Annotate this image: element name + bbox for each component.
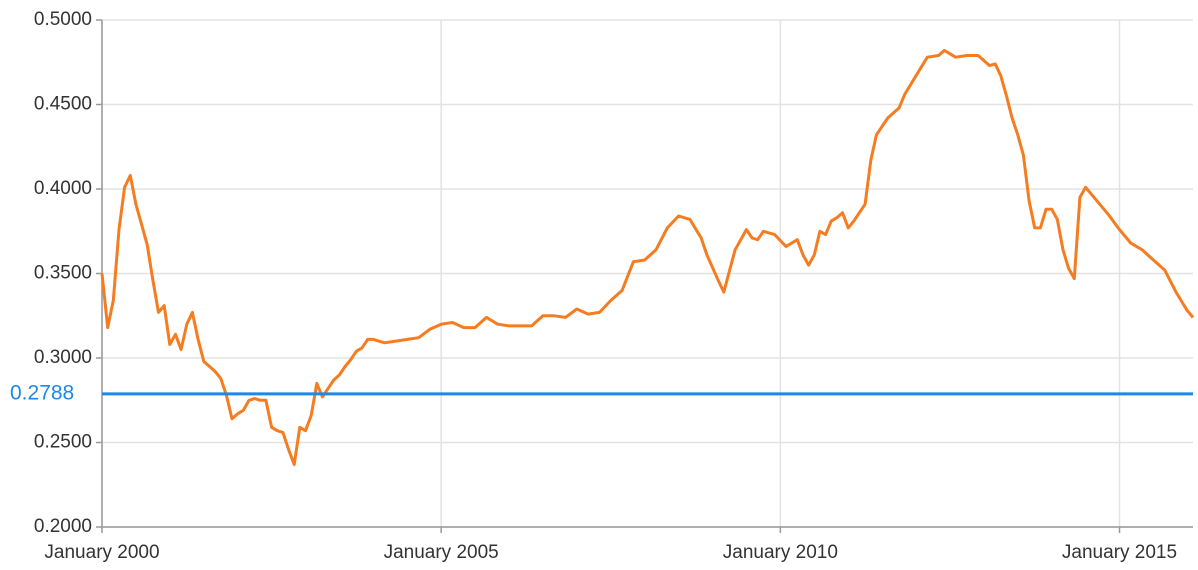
data-line: [100, 48, 1195, 466]
y-tick-label: 0.2000: [34, 516, 92, 537]
y-tick-label: 0.4500: [34, 94, 92, 115]
x-tick-label: January 2005: [384, 542, 499, 563]
y-tick-label: 0.3000: [34, 347, 92, 368]
y-tick-label: 0.2500: [34, 432, 92, 453]
x-tick-label: January 2015: [1062, 542, 1177, 563]
x-tick-label: January 2000: [44, 542, 159, 563]
y-tick-label: 0.4000: [34, 178, 92, 199]
y-tick-label: 0.3500: [34, 263, 92, 284]
y-tick-label: 0.5000: [34, 9, 92, 30]
reference-label: 0.2788: [10, 381, 74, 404]
x-tick-label: January 2010: [723, 542, 838, 563]
